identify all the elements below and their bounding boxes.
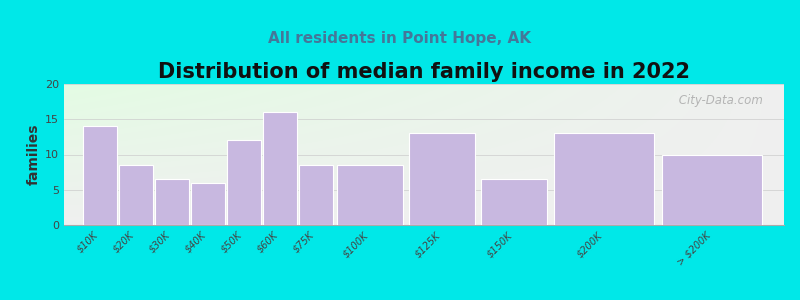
Title: Distribution of median family income in 2022: Distribution of median family income in … <box>158 62 690 82</box>
Bar <box>155 179 189 225</box>
Y-axis label: families: families <box>27 124 41 185</box>
Bar <box>554 133 654 225</box>
Text: City-Data.com: City-Data.com <box>674 94 762 107</box>
Bar <box>662 154 762 225</box>
Text: All residents in Point Hope, AK: All residents in Point Hope, AK <box>269 32 531 46</box>
Bar <box>409 133 475 225</box>
Bar <box>227 140 261 225</box>
Bar <box>263 112 297 225</box>
Bar <box>337 165 403 225</box>
Bar <box>119 165 153 225</box>
Bar <box>191 183 225 225</box>
Bar <box>83 126 117 225</box>
Bar <box>481 179 547 225</box>
Bar <box>299 165 333 225</box>
